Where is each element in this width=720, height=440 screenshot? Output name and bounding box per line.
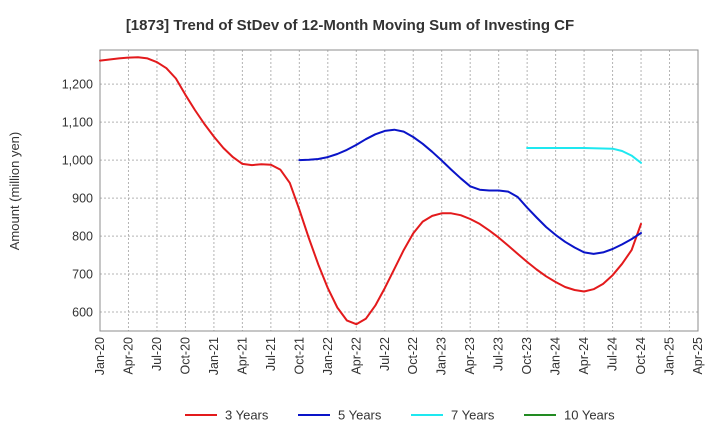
x-tick-label: Oct-23 [520,337,534,375]
legend-label: 10 Years [564,408,615,423]
y-tick-label: 800 [72,230,93,244]
x-tick-label: Oct-20 [178,337,192,375]
x-tick-labels: Jan-20 Apr-20 Jul-20 Oct-20 Jan-21 Apr-21 Jul-… [93,337,705,375]
x-tick-label: Jan-22 [321,337,335,375]
series-line-5-years [298,128,642,255]
x-tick-label: Jul-23 [492,337,506,371]
x-tick-label: Jan-20 [93,337,107,375]
plot-area [99,49,699,332]
x-tick-label: Apr-25 [691,337,705,375]
x-tick-label: Apr-23 [463,337,477,375]
x-tick-label: Jul-20 [150,337,164,371]
x-tick-label: Apr-20 [121,337,135,375]
x-tick-label: Jan-25 [663,337,677,375]
x-tick-label: Jul-24 [606,337,620,371]
legend: 3 Years 5 Years 7 Years 10 Years [185,408,615,423]
series-line-7-years [526,147,642,164]
y-tick-label: 1,100 [62,116,93,130]
legend-label: 7 Years [451,408,495,423]
series-lines [99,56,642,326]
x-tick-label: Jan-23 [435,337,449,375]
x-tick-label: Apr-24 [577,337,591,375]
chart-title: [1873] Trend of StDev of 12-Month Moving… [126,17,574,34]
x-tick-label: Oct-24 [634,337,648,375]
y-tick-label: 1,200 [62,78,93,92]
y-tick-label: 1,000 [62,154,93,168]
x-tick-label: Apr-22 [349,337,363,375]
grid [100,50,698,331]
y-tick-label: 900 [72,192,93,206]
x-tick-label: Oct-22 [406,337,420,375]
x-tick-label: Jul-22 [378,337,392,371]
y-tick-labels: 600 700 800 900 1,000 1,100 1,200 [62,78,93,320]
x-tick-label: Jan-24 [549,337,563,375]
x-tick-label: Oct-21 [292,337,306,375]
legend-label: 3 Years [225,408,269,423]
series-line-3-years [99,56,642,326]
y-axis-label: Amount (million yen) [7,132,22,251]
x-tick-label: Jan-21 [207,337,221,375]
x-tick-label: Apr-21 [235,337,249,375]
legend-label: 5 Years [338,408,382,423]
y-tick-label: 600 [72,306,93,320]
y-tick-label: 700 [72,268,93,282]
x-tick-label: Jul-21 [264,337,278,371]
